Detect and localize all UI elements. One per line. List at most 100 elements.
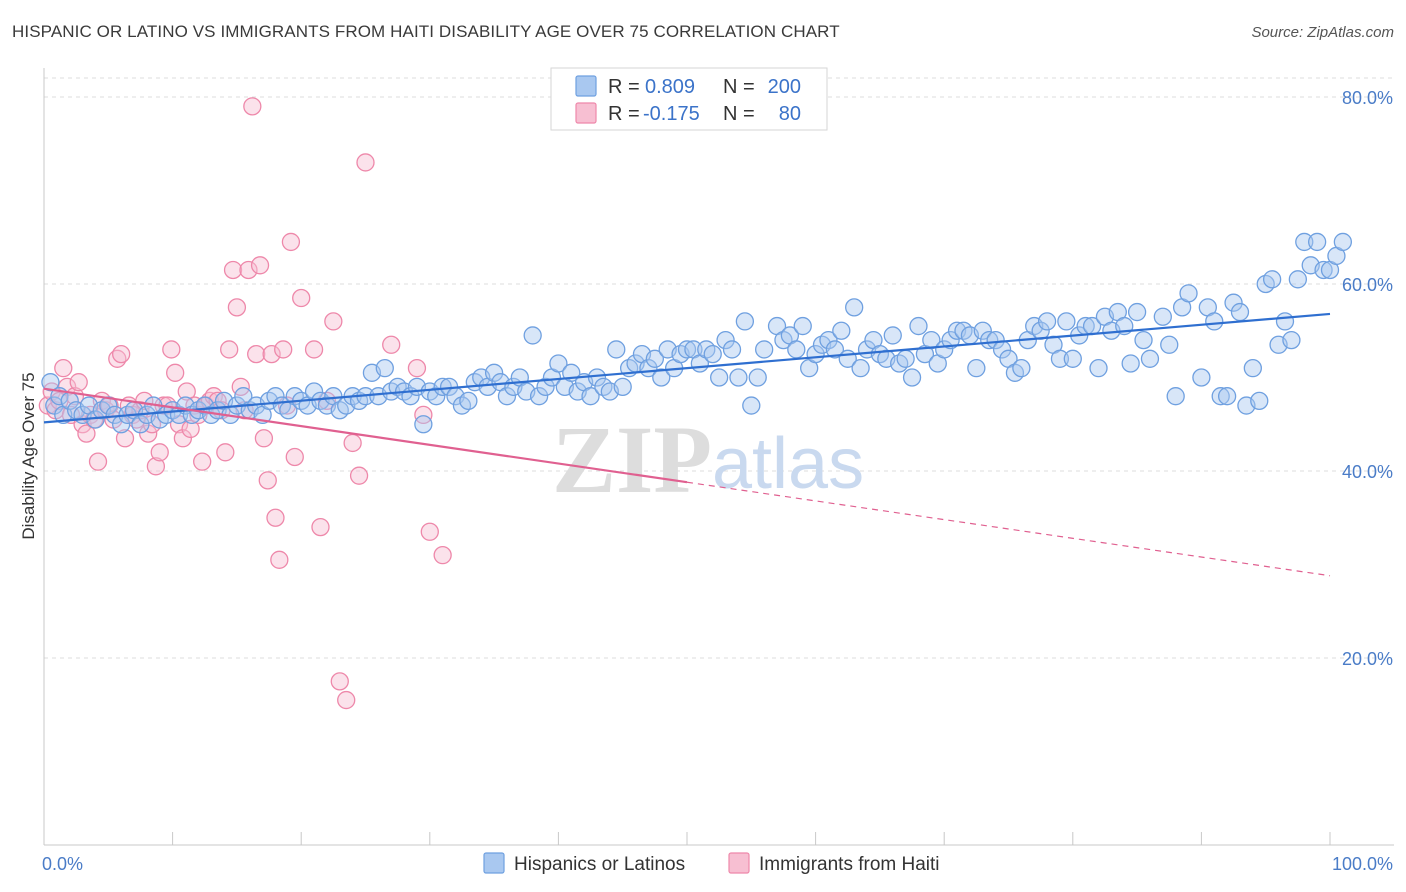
point-hispanic <box>1288 270 1307 289</box>
watermark-atlas: atlas <box>712 424 864 504</box>
point-haiti <box>311 517 330 537</box>
point-hispanic <box>710 368 729 387</box>
point-haiti <box>349 466 369 485</box>
point-haiti <box>356 153 375 172</box>
point-hispanic <box>851 358 870 378</box>
point-hispanic <box>1063 349 1082 368</box>
point-hispanic <box>716 330 735 350</box>
point-haiti <box>139 424 158 443</box>
point-hispanic <box>1140 349 1160 368</box>
point-hispanic <box>1050 349 1070 368</box>
watermark-zip: ZIP <box>552 406 712 513</box>
point-hispanic <box>427 387 446 406</box>
point-haiti <box>281 232 301 252</box>
y-tick-label: 20.0% <box>1342 649 1393 669</box>
point-hispanic <box>703 344 722 364</box>
point-hispanic <box>1275 312 1295 331</box>
point-haiti <box>420 522 439 541</box>
point-hispanic <box>1153 307 1172 326</box>
point-hispanic <box>793 316 812 336</box>
point-hispanic <box>433 377 452 397</box>
y-tick-label: 60.0% <box>1342 275 1393 295</box>
point-hispanic <box>1230 302 1250 322</box>
point-haiti <box>227 298 247 317</box>
point-hispanic <box>1012 358 1031 378</box>
legend-swatch-blue <box>575 75 597 97</box>
legend-r-label-2: R = <box>608 103 640 125</box>
point-haiti <box>150 443 169 462</box>
point-hispanic <box>484 363 504 382</box>
point-haiti <box>173 429 193 448</box>
legend-r-value-1: 0.809 <box>645 76 695 98</box>
point-haiti <box>324 312 343 331</box>
gridlines <box>44 77 1394 659</box>
legend-r-label-1: R = <box>608 76 640 98</box>
point-hispanic <box>652 368 671 387</box>
x-minor-ticks <box>172 832 1331 845</box>
point-hispanic <box>980 330 999 350</box>
point-haiti <box>433 546 452 565</box>
point-haiti <box>407 358 427 378</box>
point-hispanic <box>755 340 774 359</box>
point-haiti <box>243 97 262 116</box>
point-haiti <box>146 457 166 476</box>
point-hispanic <box>1134 330 1153 350</box>
point-haiti <box>193 452 212 471</box>
point-hispanic <box>973 321 992 340</box>
point-haiti <box>177 382 196 401</box>
point-hispanic <box>581 387 600 406</box>
point-hispanic <box>1282 330 1301 350</box>
point-hispanic <box>1160 335 1179 354</box>
point-hispanic <box>909 316 928 336</box>
point-hispanic <box>1179 284 1198 303</box>
point-hispanic <box>266 387 285 406</box>
point-haiti <box>266 508 285 527</box>
point-haiti <box>270 550 289 569</box>
point-hispanic <box>748 368 767 387</box>
point-hispanic <box>529 387 549 406</box>
point-hispanic <box>1057 312 1076 331</box>
point-hispanic <box>613 377 632 397</box>
point-hispanic <box>677 340 697 359</box>
point-haiti <box>304 340 324 359</box>
point-hispanic <box>497 387 517 406</box>
point-hispanic <box>1127 302 1147 322</box>
bottom-legend-swatch-blue <box>483 852 505 874</box>
point-hispanic <box>645 349 664 368</box>
point-haiti <box>220 340 239 359</box>
y-axis-label: Disability Age Over 75 <box>19 372 38 539</box>
point-hispanic <box>845 298 864 317</box>
point-haiti <box>162 340 181 359</box>
point-hispanic <box>1333 232 1353 252</box>
point-hispanic <box>967 358 986 378</box>
point-hispanic <box>896 349 915 368</box>
series-legend: Hispanics or Latinos Immigrants from Hai… <box>483 852 940 875</box>
bottom-legend-swatch-pink <box>728 852 750 874</box>
correlation-legend: R = 0.809 N = 200 R = -0.175 N = 80 <box>550 67 828 131</box>
x-tick-labels: 0.0% 100.0% <box>42 854 1393 874</box>
point-haiti <box>77 424 96 443</box>
point-hispanic <box>459 391 478 411</box>
legend-r-value-2: -0.175 <box>643 103 700 125</box>
point-hispanic <box>523 326 542 345</box>
point-haiti <box>382 335 401 354</box>
point-hispanic <box>729 368 748 387</box>
point-hispanic <box>607 340 626 359</box>
point-hispanic <box>1217 387 1237 406</box>
point-hispanic <box>735 312 755 331</box>
point-hispanic <box>1295 232 1314 252</box>
point-hispanic <box>825 340 845 359</box>
point-hispanic <box>883 326 902 345</box>
point-hispanic <box>742 396 761 415</box>
point-haiti <box>343 433 362 453</box>
bottom-legend-label-haiti: Immigrants from Haiti <box>759 854 940 875</box>
point-hispanic <box>1250 391 1269 411</box>
point-haiti <box>254 429 274 448</box>
point-hispanic <box>1205 312 1224 331</box>
point-hispanic <box>1166 387 1185 406</box>
point-haiti <box>285 447 304 467</box>
point-hispanic <box>414 415 433 434</box>
point-haiti <box>223 260 243 280</box>
point-haiti <box>414 405 433 425</box>
